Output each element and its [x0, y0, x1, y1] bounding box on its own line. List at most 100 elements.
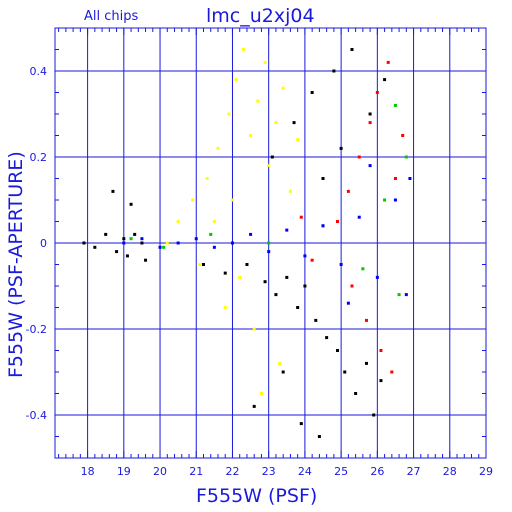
x-axis-tick-labels: 18 19 20 21 22 23 24 25 26 27 28 29 [81, 465, 493, 478]
data-point [339, 146, 343, 150]
data-point [393, 177, 397, 180]
data-point [299, 215, 303, 219]
data-point [375, 91, 379, 94]
x-tick-label: 24 [298, 465, 312, 478]
data-point [354, 392, 358, 395]
data-point [191, 198, 195, 202]
data-point [332, 69, 336, 73]
y-tick-label: -0.2 [26, 323, 47, 336]
y-tick-label: 0 [40, 237, 47, 250]
x-tick-label: 19 [117, 465, 131, 478]
data-point [350, 284, 354, 288]
data-point [144, 258, 148, 262]
x-tick-label: 21 [189, 465, 203, 478]
data-point [249, 232, 253, 236]
x-tick-label: 27 [407, 465, 421, 478]
data-point [274, 293, 278, 297]
data-point [133, 232, 137, 236]
data-point [252, 327, 256, 331]
data-point [122, 241, 126, 245]
data-point [270, 155, 274, 159]
data-point [303, 254, 307, 258]
data-point [393, 198, 397, 202]
data-point [364, 361, 368, 365]
data-point [230, 198, 234, 202]
data-point [336, 349, 340, 352]
data-point [346, 301, 350, 305]
data-point [285, 228, 289, 232]
data-point [325, 336, 329, 340]
data-point [339, 263, 343, 266]
data-point [267, 250, 271, 254]
data-point [296, 138, 300, 142]
data-point [205, 177, 209, 180]
data-point [299, 422, 303, 426]
data-point [375, 275, 379, 279]
data-point [212, 245, 216, 249]
data-point [314, 318, 318, 322]
scatter-points [82, 48, 412, 438]
data-point [278, 361, 282, 365]
data-point [198, 263, 202, 266]
data-point [234, 78, 238, 82]
data-point [238, 275, 242, 279]
data-point [230, 241, 234, 245]
data-point [404, 155, 408, 159]
data-point [368, 164, 372, 168]
data-point [140, 237, 144, 241]
data-point [281, 370, 285, 374]
data-point [216, 146, 220, 150]
data-point [343, 370, 347, 374]
data-point [310, 258, 314, 262]
data-point [252, 404, 256, 408]
y-tick-label: 0.2 [30, 151, 48, 164]
data-point [129, 202, 133, 206]
data-point [346, 189, 350, 193]
data-point [140, 241, 144, 245]
y-axis-label: F555W (PSF-APERTURE) [5, 151, 27, 378]
data-point [209, 232, 213, 236]
data-point [267, 164, 271, 168]
data-point [111, 189, 115, 193]
data-point [404, 293, 408, 297]
data-point [285, 275, 289, 279]
data-point [364, 318, 368, 322]
data-point [350, 48, 354, 51]
data-point [212, 220, 216, 223]
data-point [249, 134, 253, 137]
data-point [321, 177, 325, 180]
data-point [162, 245, 166, 249]
data-point [194, 237, 198, 241]
data-point [401, 134, 405, 137]
data-point [368, 112, 372, 116]
data-point [241, 48, 245, 51]
data-point [386, 60, 390, 64]
data-point [296, 306, 300, 309]
data-point [263, 60, 267, 64]
data-point [368, 121, 372, 125]
data-point [281, 86, 285, 90]
data-point [310, 91, 314, 94]
y-axis-tick-labels: -0.4 -0.2 0 0.2 0.4 [26, 65, 47, 422]
axis-ticks [55, 27, 487, 459]
data-point [383, 78, 387, 82]
data-point [158, 245, 162, 249]
data-point [176, 241, 180, 245]
data-point [259, 392, 263, 395]
data-point [288, 189, 292, 193]
x-axis-label: F555W (PSF) [196, 485, 317, 507]
data-point [82, 241, 86, 245]
data-point [397, 293, 401, 297]
data-point [201, 263, 205, 266]
data-point [379, 349, 383, 352]
data-point [93, 245, 97, 249]
x-tick-label: 18 [81, 465, 95, 478]
data-point [321, 224, 325, 228]
data-point [104, 232, 108, 236]
chart-title: lmc_u2xj04 [206, 5, 315, 27]
x-tick-label: 29 [479, 465, 493, 478]
data-point [274, 121, 278, 125]
data-point [176, 220, 180, 223]
data-point [408, 177, 412, 180]
